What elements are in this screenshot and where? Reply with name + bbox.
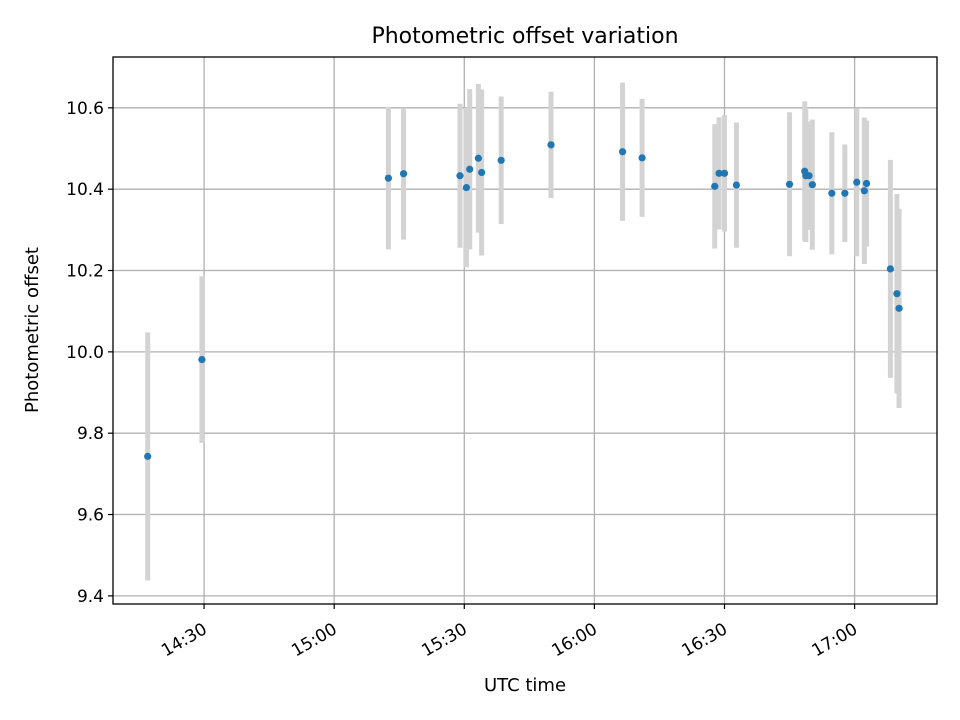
x-axis-label: UTC time — [484, 675, 566, 696]
data-point — [198, 355, 206, 364]
data-point — [618, 148, 627, 156]
data-point — [466, 165, 474, 173]
y-tick-label: 10.0 — [66, 343, 104, 363]
data-point — [399, 170, 408, 178]
data-point — [785, 180, 794, 188]
plot-frame — [112, 56, 938, 605]
chart-title: Photometric offset variation — [371, 24, 678, 49]
y-axis-ticks: 9.4 9.6 9.8 10.0 10.2 10.4 10.6 — [66, 99, 113, 607]
data-point — [144, 452, 152, 460]
data-point — [715, 169, 723, 177]
data-point — [805, 172, 813, 180]
y-tick-label: 10.4 — [66, 180, 104, 200]
data-point — [895, 304, 903, 312]
data-point — [711, 182, 719, 190]
data-point — [547, 141, 555, 149]
y-tick-label: 9.6 — [77, 506, 104, 526]
data-point — [853, 178, 861, 186]
y-axis-label: Photometric offset — [22, 247, 43, 413]
data-point — [862, 179, 871, 188]
data-point — [462, 183, 471, 192]
data-point — [860, 187, 868, 195]
y-tick-label: 10.6 — [66, 99, 104, 119]
y-tick-label: 10.2 — [66, 262, 104, 282]
data-point — [886, 265, 894, 273]
data-points — [144, 141, 903, 460]
data-point — [828, 189, 836, 197]
data-point — [384, 174, 392, 182]
data-point — [478, 168, 486, 177]
data-point — [474, 154, 482, 162]
data-point — [841, 189, 849, 197]
data-point — [497, 156, 505, 164]
y-tick-label: 9.4 — [77, 587, 104, 607]
data-point — [456, 172, 464, 180]
data-point — [808, 181, 816, 189]
data-point — [638, 154, 646, 162]
y-tick-label: 9.8 — [77, 424, 104, 444]
data-point — [893, 290, 901, 298]
data-point — [720, 169, 729, 177]
data-point — [732, 181, 741, 189]
